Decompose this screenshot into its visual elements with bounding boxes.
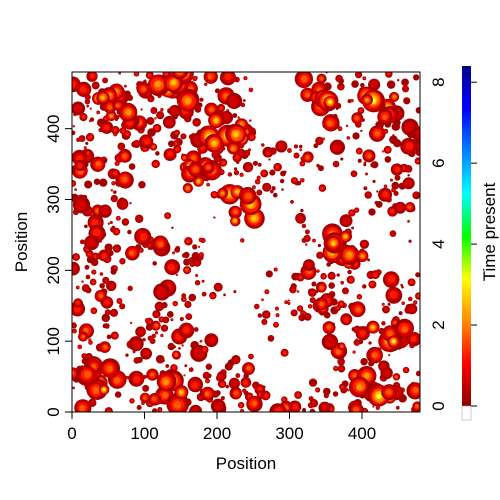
x-tick-label: 0 [67,424,76,443]
y-tick-label: 0 [44,407,63,416]
colorbar-base [461,405,472,421]
colorbar-tick-label: 2 [429,320,448,329]
colorbar-tick-label: 8 [429,77,448,86]
plot-border [71,71,421,413]
y-tick-label: 200 [44,256,63,284]
colorbar-tick-label: 6 [429,158,448,167]
y-tick-label: 400 [44,114,63,142]
x-tick-label: 400 [348,424,376,443]
y-axis-title: Position [12,212,31,272]
x-tick-label: 200 [203,424,231,443]
y-tick-label: 100 [44,327,63,355]
x-tick-label: 300 [275,424,303,443]
colorbar [462,66,471,406]
y-tick-label: 300 [44,185,63,213]
x-tick-label: 100 [130,424,158,443]
heatmap-cells [72,72,420,412]
colorbar-ticks: 0 2 4 6 8 [429,77,477,411]
colorbar-tick-label: 4 [429,239,448,248]
x-axis: 0 100 200 300 400 [67,412,376,443]
y-axis: 0 100 200 300 400 [44,114,72,417]
colorbar-tick-label: 0 [429,401,448,410]
colorbar-title: Time present [480,182,499,281]
x-axis-title: Position [216,454,276,473]
